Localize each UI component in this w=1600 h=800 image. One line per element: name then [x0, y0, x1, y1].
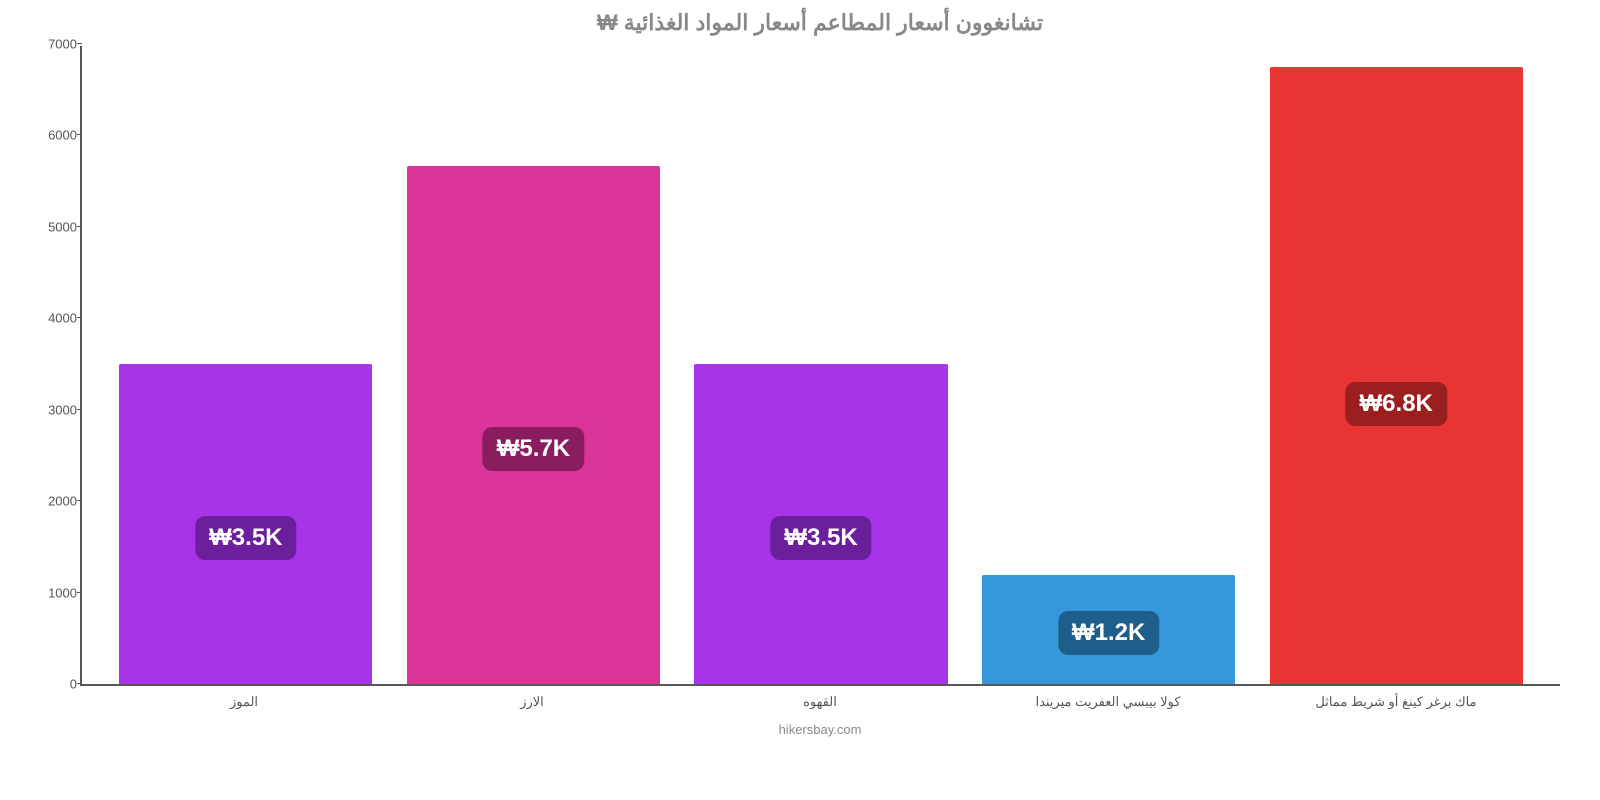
x-axis-label: كولا بيبسي العفريت ميريندا: [964, 694, 1252, 710]
bar-slot: ₩3.5K: [102, 46, 390, 684]
plot-area: ₩6.8K₩1.2K₩3.5K₩5.7K₩3.5K 01000200030004…: [80, 46, 1560, 686]
value-badge: ₩5.7K: [483, 427, 584, 471]
chart-container: تشانغوون أسعار المطاعم أسعار المواد الغذ…: [0, 0, 1600, 800]
y-tick-mark: [77, 683, 82, 684]
bar-slot: ₩3.5K: [677, 46, 965, 684]
y-tick-mark: [77, 409, 82, 410]
attribution-text: hikersbay.com: [80, 722, 1560, 737]
y-tick-label: 5000: [32, 219, 77, 234]
bar: ₩5.7K: [407, 166, 660, 684]
x-axis-label: الموز: [100, 694, 388, 710]
y-tick-mark: [77, 134, 82, 135]
x-axis-labels: ماك برغر كينغ أو شريط مماثلكولا بيبسي ال…: [80, 686, 1560, 710]
y-tick-mark: [77, 500, 82, 501]
bars-wrap: ₩6.8K ₩1.2K ₩3.5K ₩5.7K ₩3.5K: [82, 46, 1560, 684]
bar: ₩6.8K: [1270, 67, 1523, 684]
value-badge: ₩6.8K: [1346, 382, 1447, 426]
y-tick-mark: [77, 317, 82, 318]
bar: ₩3.5K: [694, 364, 947, 684]
bar: ₩1.2K: [982, 575, 1235, 684]
y-tick-label: 1000: [32, 585, 77, 600]
chart-title: تشانغوون أسعار المطاعم أسعار المواد الغذ…: [80, 10, 1560, 36]
bar-slot: ₩6.8K: [1252, 46, 1540, 684]
x-axis-label: الارز: [388, 694, 676, 710]
bar: ₩3.5K: [119, 364, 372, 684]
value-badge: ₩3.5K: [195, 516, 296, 560]
y-tick-label: 2000: [32, 494, 77, 509]
y-tick-label: 0: [32, 677, 77, 692]
y-tick-label: 6000: [32, 128, 77, 143]
y-tick-mark: [77, 226, 82, 227]
y-tick-label: 3000: [32, 402, 77, 417]
bar-slot: ₩1.2K: [965, 46, 1253, 684]
y-tick-label: 4000: [32, 311, 77, 326]
y-tick-mark: [77, 43, 82, 44]
y-tick-label: 7000: [32, 37, 77, 52]
y-tick-mark: [77, 592, 82, 593]
bar-slot: ₩5.7K: [390, 46, 678, 684]
x-axis-label: القهوه: [676, 694, 964, 710]
x-axis-label: ماك برغر كينغ أو شريط مماثل: [1252, 694, 1540, 710]
value-badge: ₩3.5K: [770, 516, 871, 560]
value-badge: ₩1.2K: [1058, 611, 1159, 655]
